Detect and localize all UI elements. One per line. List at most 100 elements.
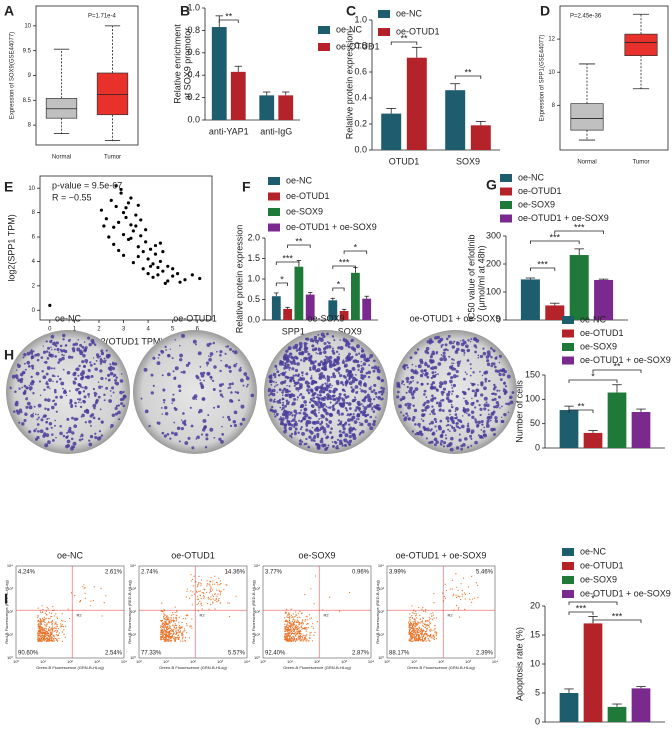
significance-label: * [280,274,284,284]
colony [465,408,470,412]
colony [291,367,295,371]
event [416,617,418,619]
event [292,635,294,637]
event [415,610,417,613]
colony [371,402,374,405]
event [412,630,415,632]
event [216,589,218,591]
event [198,575,200,578]
colony [195,398,198,400]
event [414,625,417,627]
colony [328,341,331,345]
event [410,624,412,626]
colony [298,394,301,397]
colony [270,384,273,386]
colony [318,409,320,411]
colony [178,389,182,393]
event [170,617,172,619]
event [413,638,415,640]
colony [219,369,222,373]
significance-bracket [332,265,356,269]
colony [54,424,56,427]
event [290,631,292,633]
colony [312,382,314,385]
y-tick-label: 0.8 [354,40,367,50]
colony [111,362,116,366]
event [295,639,297,641]
event [37,627,39,629]
flow-tick: 10⁰ [136,659,142,664]
colony [298,349,300,351]
colony [29,381,34,386]
colony [179,344,181,347]
event [52,606,54,608]
colony [199,379,202,381]
y-tick-label: 9.5 [23,48,32,54]
colony [436,335,440,340]
colony [378,404,381,407]
colony [295,349,299,352]
colony [235,362,238,365]
event [306,623,308,625]
event [287,632,289,634]
event [179,631,181,633]
event [284,623,286,625]
colony [498,354,502,358]
event [64,636,67,638]
event [42,639,45,641]
event [47,621,50,623]
colony [453,426,456,429]
colony [348,376,351,379]
colony [504,391,507,394]
event [417,621,419,623]
colony [87,392,91,396]
colony [474,383,476,385]
colony [355,353,358,356]
colony [23,389,27,393]
colony [307,352,311,356]
event [41,605,43,607]
event [165,638,167,641]
colony [371,406,374,409]
colony [281,394,284,396]
colony [448,442,453,446]
y-axis-label: Apoptosis rate (%) [514,627,524,701]
colony [337,423,340,426]
colony [240,378,244,383]
event [42,632,44,634]
event [51,640,53,642]
event [299,640,301,642]
colony [470,382,472,384]
colony [335,401,339,405]
event [50,639,53,642]
point [126,201,131,205]
colony [485,401,488,404]
gate-label: R2 [447,613,453,618]
colony [371,366,374,369]
quadrant-percent: 2.39% [476,651,494,657]
x-tick-label: Tumor [104,155,121,161]
event [200,579,203,581]
event [207,583,209,585]
x-tick-label: OTUD1 [389,156,420,166]
colony [444,343,448,347]
colony [288,426,293,431]
colony [441,429,445,434]
event [161,636,163,638]
flow-label: oe-OTUD1 [171,550,215,560]
colony [52,380,54,383]
event [196,590,198,592]
event [169,633,171,635]
colony [502,373,506,377]
event [169,630,171,632]
event [302,619,304,621]
colony [407,402,412,407]
event [410,634,412,637]
significance-bracket [275,282,288,286]
colony [60,381,65,386]
event [168,619,170,621]
bar [381,113,402,150]
event [414,627,416,629]
event [197,596,199,598]
colony [270,389,274,393]
